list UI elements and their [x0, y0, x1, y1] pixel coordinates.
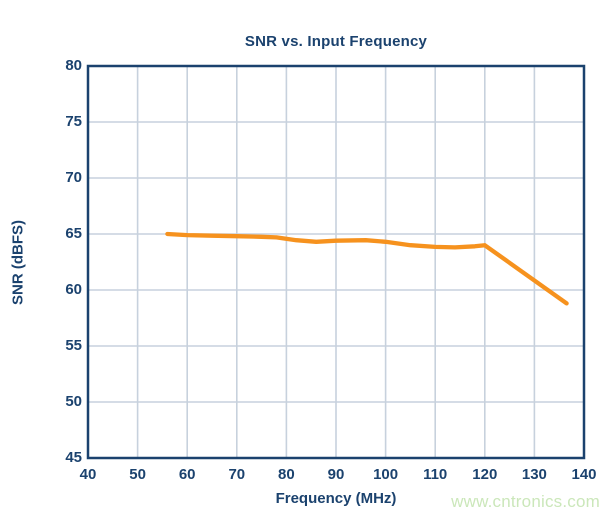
y-tick-label: 70	[65, 169, 82, 186]
x-tick-label: 90	[327, 466, 345, 483]
x-tick-label: 140	[571, 466, 597, 483]
y-tick-label: 55	[65, 337, 82, 354]
x-tick-label: 120	[472, 466, 498, 483]
x-tick-label: 130	[521, 466, 547, 483]
x-tick-label: 50	[129, 466, 146, 483]
x-tick-label: 70	[228, 466, 246, 483]
y-tick-label: 75	[65, 113, 82, 130]
plot-border	[86, 64, 586, 460]
y-tick-label: 80	[65, 57, 82, 74]
y-axis-title: SNR (dBFS)	[9, 220, 27, 305]
x-tick-label: 40	[79, 466, 97, 483]
y-tick-label: 50	[65, 393, 82, 410]
y-tick-label: 45	[65, 449, 82, 466]
x-tick-label: 80	[278, 466, 295, 483]
series-line-snr	[165, 231, 569, 306]
chart-title: SNR vs. Input Frequency	[244, 33, 428, 50]
y-tick-label: 60	[65, 281, 82, 298]
x-tick-label: 110	[423, 466, 448, 483]
x-tick-label: 60	[178, 466, 196, 483]
watermark-text: www.cntronics.com	[451, 492, 600, 511]
x-tick-label: 100	[373, 466, 399, 483]
y-tick-label: 65	[65, 225, 82, 242]
x-axis-title: Frequency (MHz)	[275, 490, 397, 507]
plot-area	[86, 64, 586, 460]
